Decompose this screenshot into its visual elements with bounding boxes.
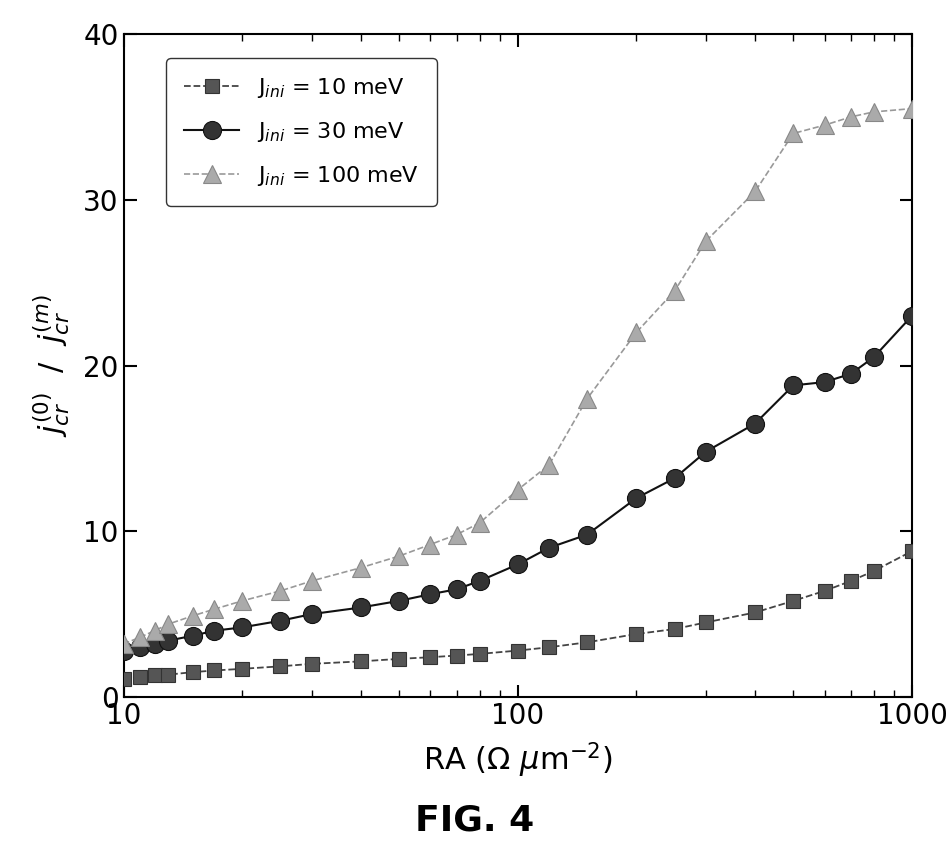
J$_{\mathit{ini}}$ = 10 meV <box>819 586 830 596</box>
J$_{\mathit{ini}}$ = 10 meV <box>118 674 129 684</box>
J$_{\mathit{ini}}$ = 100 meV <box>306 576 317 586</box>
J$_{\mathit{ini}}$ = 10 meV <box>788 596 799 606</box>
J$_{\mathit{ini}}$ = 30 meV <box>474 576 485 586</box>
J$_{\mathit{ini}}$ = 10 meV <box>581 638 593 648</box>
J$_{\mathit{ini}}$ = 10 meV <box>846 576 857 586</box>
J$_{\mathit{ini}}$ = 30 meV <box>700 446 712 456</box>
J$_{\mathit{ini}}$ = 100 meV <box>187 610 199 620</box>
J$_{\mathit{ini}}$ = 10 meV <box>543 643 555 653</box>
J$_{\mathit{ini}}$ = 30 meV <box>631 493 642 503</box>
J$_{\mathit{ini}}$ = 100 meV <box>669 286 680 296</box>
J$_{\mathit{ini}}$ = 100 meV <box>474 518 485 528</box>
J$_{\mathit{ini}}$ = 30 meV <box>451 584 463 594</box>
J$_{\mathit{ini}}$ = 10 meV <box>631 629 642 639</box>
J$_{\mathit{ini}}$ = 10 meV <box>906 546 918 556</box>
J$_{\mathit{ini}}$ = 100 meV <box>846 112 857 122</box>
J$_{\mathit{ini}}$ = 30 meV <box>581 530 593 540</box>
J$_{\mathit{ini}}$ = 10 meV <box>425 652 436 662</box>
J$_{\mathit{ini}}$ = 100 meV <box>237 596 248 606</box>
Line: J$_{\mathit{ini}}$ = 10 meV: J$_{\mathit{ini}}$ = 10 meV <box>117 544 919 686</box>
J$_{\mathit{ini}}$ = 10 meV <box>868 566 880 576</box>
J$_{\mathit{ini}}$ = 30 meV <box>134 643 145 653</box>
J$_{\mathit{ini}}$ = 30 meV <box>209 626 220 636</box>
J$_{\mathit{ini}}$ = 10 meV <box>237 664 248 674</box>
J$_{\mathit{ini}}$ = 10 meV <box>187 667 199 677</box>
J$_{\mathit{ini}}$ = 10 meV <box>306 659 317 669</box>
J$_{\mathit{ini}}$ = 10 meV <box>134 672 145 683</box>
J$_{\mathit{ini}}$ = 100 meV <box>355 563 367 573</box>
J$_{\mathit{ini}}$ = 10 meV <box>162 670 174 680</box>
J$_{\mathit{ini}}$ = 100 meV <box>134 632 145 643</box>
Legend: J$_{\mathit{ini}}$ = 10 meV, J$_{\mathit{ini}}$ = 30 meV, J$_{\mathit{ini}}$ = 1: J$_{\mathit{ini}}$ = 10 meV, J$_{\mathit… <box>166 59 437 206</box>
J$_{\mathit{ini}}$ = 30 meV <box>512 559 523 570</box>
J$_{\mathit{ini}}$ = 10 meV <box>512 645 523 655</box>
J$_{\mathit{ini}}$ = 100 meV <box>750 186 761 196</box>
J$_{\mathit{ini}}$ = 30 meV <box>846 369 857 379</box>
J$_{\mathit{ini}}$ = 30 meV <box>237 622 248 632</box>
J$_{\mathit{ini}}$ = 10 meV <box>474 649 485 659</box>
J$_{\mathit{ini}}$ = 30 meV <box>669 473 680 484</box>
J$_{\mathit{ini}}$ = 10 meV <box>209 666 220 676</box>
J$_{\mathit{ini}}$ = 100 meV <box>209 604 220 615</box>
J$_{\mathit{ini}}$ = 30 meV <box>543 543 555 553</box>
X-axis label: RA ($\Omega$ $\mu$m$^{-2}$): RA ($\Omega$ $\mu$m$^{-2}$) <box>423 741 613 780</box>
J$_{\mathit{ini}}$ = 30 meV <box>118 645 129 655</box>
J$_{\mathit{ini}}$ = 10 meV <box>750 608 761 618</box>
J$_{\mathit{ini}}$ = 100 meV <box>393 551 405 561</box>
Line: J$_{\mathit{ini}}$ = 100 meV: J$_{\mathit{ini}}$ = 100 meV <box>114 99 922 653</box>
J$_{\mathit{ini}}$ = 30 meV <box>187 631 199 641</box>
J$_{\mathit{ini}}$ = 10 meV <box>393 654 405 664</box>
Y-axis label: $j_{cr}^{(0)}$  /  $j_{cr}^{(m)}$: $j_{cr}^{(0)}$ / $j_{cr}^{(m)}$ <box>31 294 72 437</box>
J$_{\mathit{ini}}$ = 100 meV <box>906 104 918 114</box>
J$_{\mathit{ini}}$ = 10 meV <box>275 661 286 672</box>
J$_{\mathit{ini}}$ = 30 meV <box>393 596 405 606</box>
J$_{\mathit{ini}}$ = 10 meV <box>700 617 712 627</box>
J$_{\mathit{ini}}$ = 10 meV <box>451 650 463 660</box>
J$_{\mathit{ini}}$ = 100 meV <box>149 626 161 636</box>
J$_{\mathit{ini}}$ = 30 meV <box>906 311 918 321</box>
J$_{\mathit{ini}}$ = 30 meV <box>162 636 174 646</box>
J$_{\mathit{ini}}$ = 30 meV <box>425 589 436 599</box>
J$_{\mathit{ini}}$ = 30 meV <box>750 418 761 428</box>
J$_{\mathit{ini}}$ = 100 meV <box>425 540 436 550</box>
Text: FIG. 4: FIG. 4 <box>415 803 535 837</box>
J$_{\mathit{ini}}$ = 100 meV <box>819 120 830 130</box>
J$_{\mathit{ini}}$ = 100 meV <box>868 107 880 117</box>
J$_{\mathit{ini}}$ = 30 meV <box>149 639 161 649</box>
J$_{\mathit{ini}}$ = 100 meV <box>162 619 174 629</box>
J$_{\mathit{ini}}$ = 100 meV <box>581 394 593 404</box>
J$_{\mathit{ini}}$ = 30 meV <box>819 377 830 388</box>
J$_{\mathit{ini}}$ = 100 meV <box>275 586 286 596</box>
J$_{\mathit{ini}}$ = 30 meV <box>306 609 317 620</box>
J$_{\mathit{ini}}$ = 30 meV <box>788 380 799 390</box>
J$_{\mathit{ini}}$ = 100 meV <box>118 639 129 649</box>
J$_{\mathit{ini}}$ = 30 meV <box>275 615 286 626</box>
J$_{\mathit{ini}}$ = 30 meV <box>868 352 880 362</box>
J$_{\mathit{ini}}$ = 100 meV <box>512 484 523 495</box>
J$_{\mathit{ini}}$ = 100 meV <box>788 128 799 139</box>
J$_{\mathit{ini}}$ = 100 meV <box>631 327 642 337</box>
Line: J$_{\mathit{ini}}$ = 30 meV: J$_{\mathit{ini}}$ = 30 meV <box>114 307 922 660</box>
J$_{\mathit{ini}}$ = 30 meV <box>355 603 367 613</box>
J$_{\mathit{ini}}$ = 10 meV <box>355 656 367 666</box>
J$_{\mathit{ini}}$ = 100 meV <box>451 530 463 540</box>
J$_{\mathit{ini}}$ = 10 meV <box>149 671 161 681</box>
J$_{\mathit{ini}}$ = 10 meV <box>669 624 680 634</box>
J$_{\mathit{ini}}$ = 100 meV <box>700 236 712 246</box>
J$_{\mathit{ini}}$ = 100 meV <box>543 460 555 470</box>
